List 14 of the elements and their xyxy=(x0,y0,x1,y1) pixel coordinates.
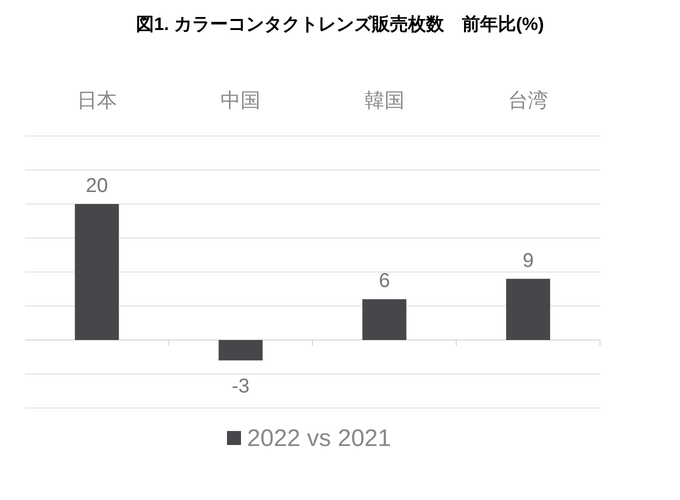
data-label: 20 xyxy=(86,175,108,197)
bar xyxy=(362,299,406,340)
data-label: 6 xyxy=(378,270,390,292)
data-label: -3 xyxy=(232,375,250,398)
x-tick-label: 中国 xyxy=(220,90,261,112)
legend: 2022 vs 2021 xyxy=(227,425,392,452)
x-tick-label: 韓国 xyxy=(364,90,404,112)
x-tick-label: 台湾 xyxy=(508,90,548,112)
bar xyxy=(74,204,119,340)
x-tick-label: 日本 xyxy=(76,90,117,112)
chart-title: 図1. カラーコンタクトレンズ販売枚数 前年比(%) xyxy=(136,14,544,34)
bar xyxy=(218,340,263,360)
data-label: 9 xyxy=(522,250,534,272)
bar xyxy=(506,278,550,340)
